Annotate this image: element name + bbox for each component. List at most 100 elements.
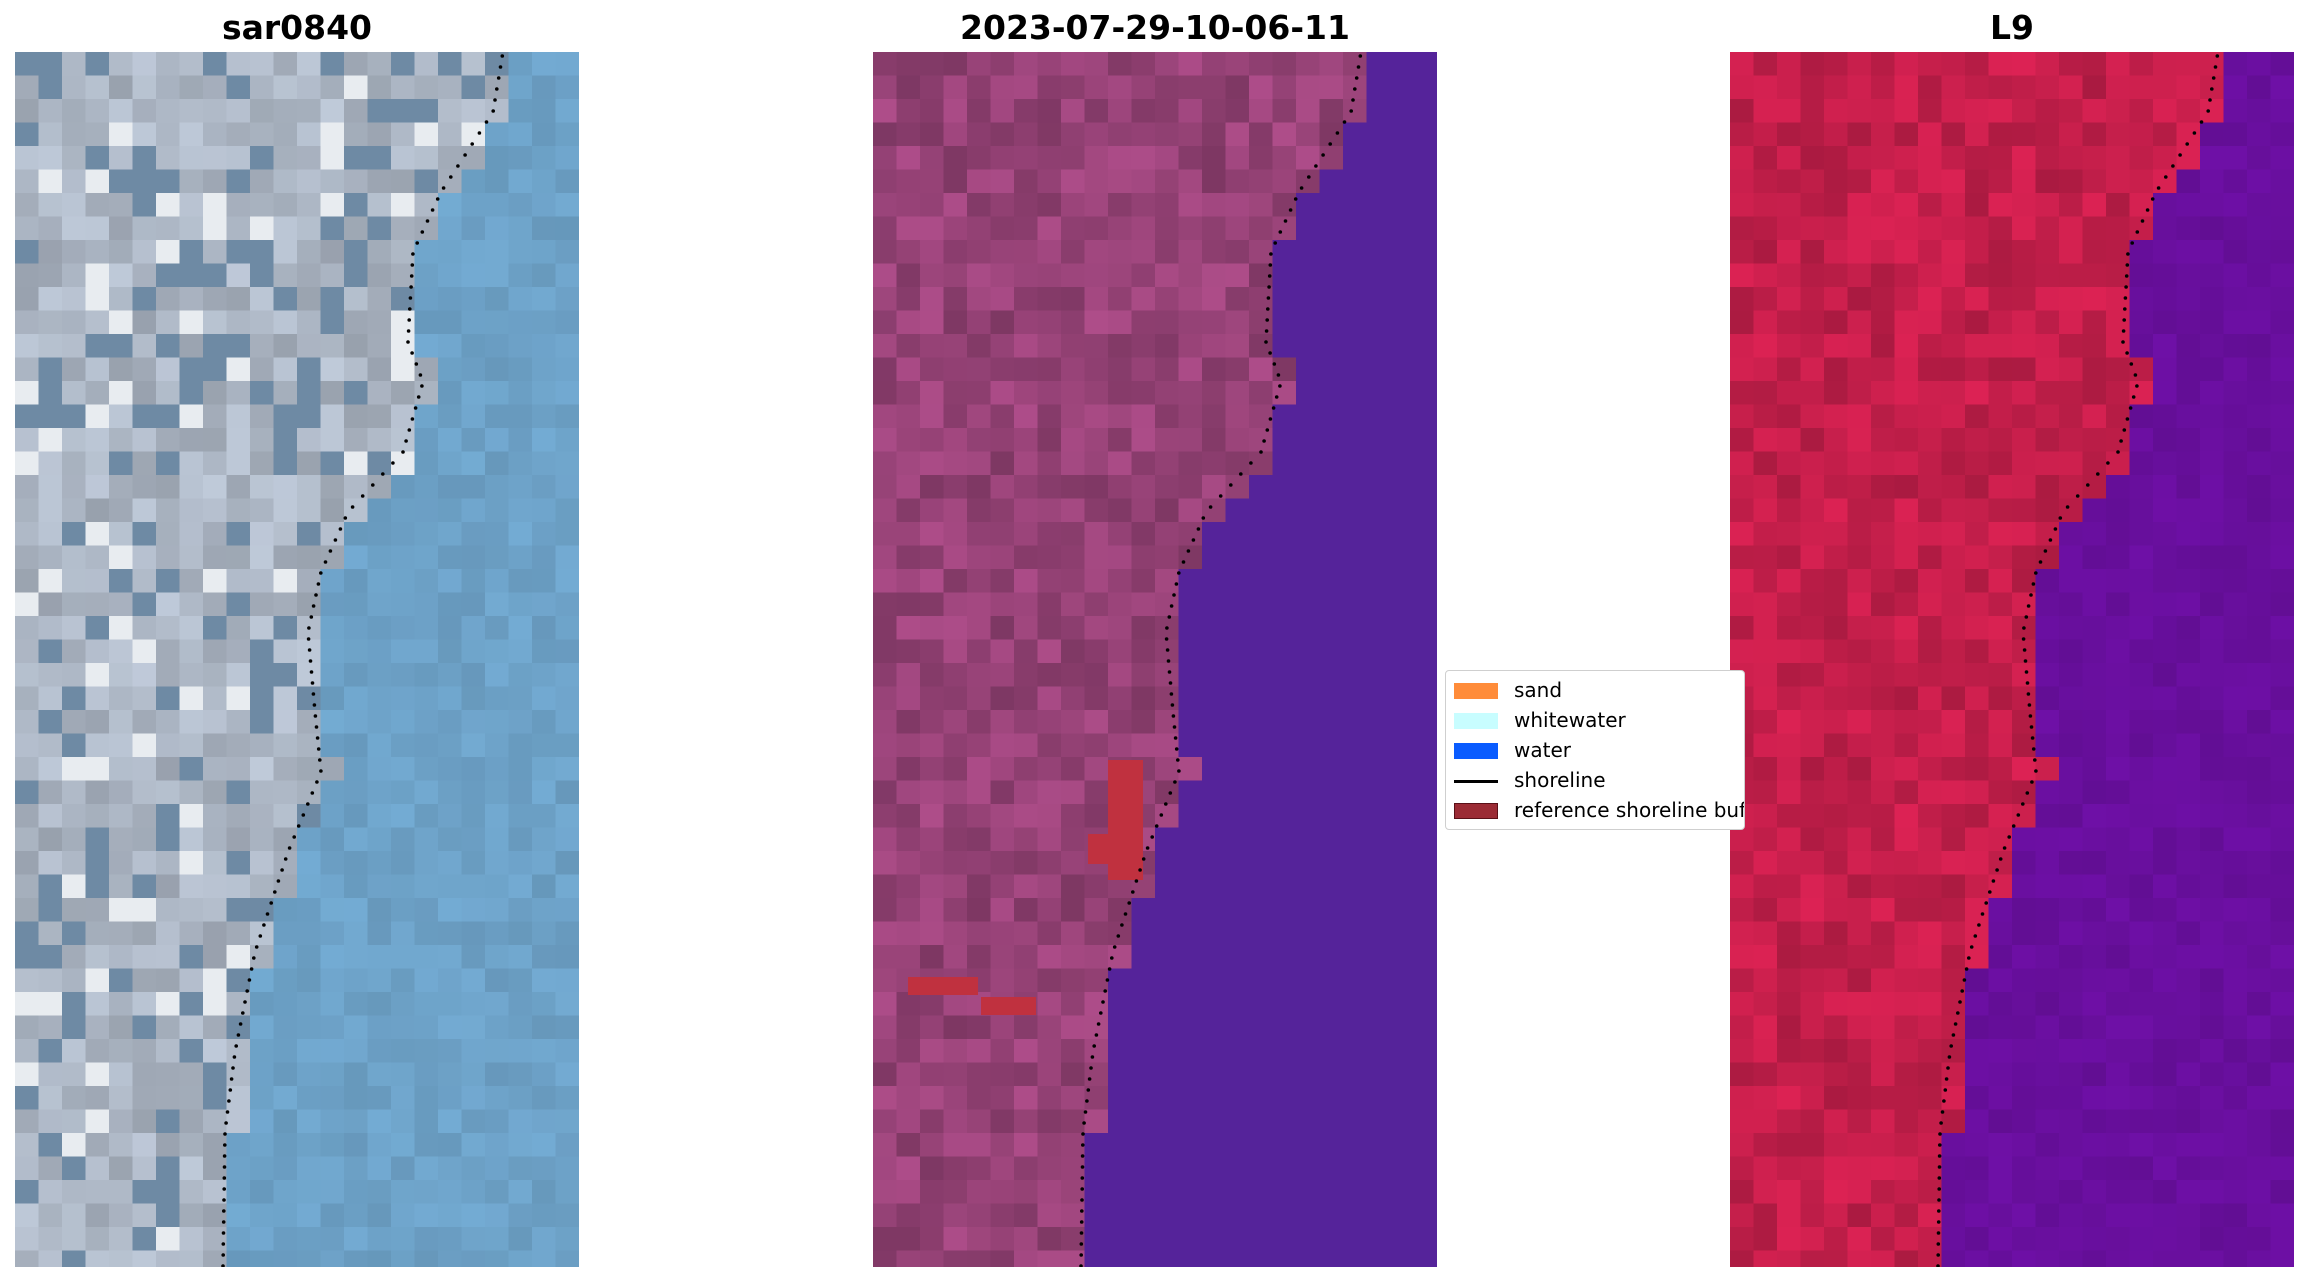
pixel-cell <box>2129 639 2154 664</box>
pixel-cell <box>1941 1109 1966 1134</box>
pixel-cell <box>273 827 298 852</box>
pixel-cell <box>1249 1086 1274 1111</box>
pixel-cell <box>2129 498 2154 523</box>
pixel-cell <box>1155 992 1180 1017</box>
reference-buffer-patch <box>1088 834 1128 864</box>
pixel-cell <box>1225 569 1250 594</box>
pixel-cell <box>1366 475 1391 500</box>
pixel-cell <box>1413 1156 1437 1181</box>
pixel-cell <box>62 1203 87 1228</box>
shoreline-dot <box>1170 703 1175 707</box>
pixel-cell <box>438 945 463 970</box>
pixel-cell <box>438 263 463 288</box>
pixel-cell <box>1390 1015 1415 1040</box>
pixel-cell <box>1178 1156 1203 1181</box>
pixel-cell <box>2153 381 2178 406</box>
pixel-cell <box>461 381 486 406</box>
pixel-cell <box>2082 287 2107 312</box>
shoreline-dot <box>223 1132 227 1136</box>
pixel-cell <box>1084 498 1109 523</box>
shoreline-dot <box>1168 791 1173 795</box>
pixel-cell <box>873 475 898 500</box>
pixel-cell <box>2176 1109 2201 1134</box>
pixel-cell <box>920 498 945 523</box>
shoreline-dot <box>1936 1264 1940 1267</box>
pixel-cell <box>2247 1109 2272 1134</box>
pixel-cell <box>320 1109 345 1134</box>
pixel-cell <box>414 1180 439 1205</box>
legend-label-shoreline: shoreline <box>1514 768 1606 792</box>
pixel-cell <box>2247 1180 2272 1205</box>
pixel-cell <box>367 357 392 382</box>
pixel-cell <box>2200 804 2225 829</box>
pixel-cell <box>1225 75 1250 100</box>
pixel-cell <box>2059 733 2084 758</box>
pixel-cell <box>2153 216 2178 241</box>
pixel-cell <box>15 1250 40 1267</box>
pixel-cell <box>1319 1039 1344 1064</box>
pixel-cell <box>38 522 63 547</box>
pixel-cell <box>1366 1109 1391 1134</box>
pixel-cell <box>1753 545 1778 570</box>
pixel-cell <box>2247 475 2272 500</box>
pixel-cell <box>1272 193 1297 218</box>
pixel-cell <box>2176 404 2201 429</box>
pixel-cell <box>1343 1015 1368 1040</box>
pixel-cell <box>2059 99 2084 124</box>
pixel-cell <box>156 310 181 335</box>
pixel-cell <box>1800 710 1825 735</box>
pixel-cell <box>2082 851 2107 876</box>
shoreline-dot <box>416 395 421 399</box>
pixel-cell <box>1225 592 1250 617</box>
pixel-cell <box>1249 1109 1274 1134</box>
pixel-cell <box>1225 357 1250 382</box>
pixel-cell <box>2270 287 2294 312</box>
pixel-cell <box>15 1015 40 1040</box>
pixel-cell <box>1753 1227 1778 1252</box>
pixel-cell <box>1155 404 1180 429</box>
pixel-cell <box>2106 1062 2131 1087</box>
pixel-cell <box>85 381 110 406</box>
pixel-cell <box>2200 381 2225 406</box>
shoreline-dot <box>2053 527 2058 531</box>
pixel-cell <box>1894 710 1919 735</box>
pixel-cell <box>2035 475 2060 500</box>
pixel-cell <box>15 874 40 899</box>
pixel-cell <box>1847 686 1872 711</box>
pixel-cell <box>1753 310 1778 335</box>
pixel-cell <box>1730 1015 1755 1040</box>
pixel-cell <box>1847 827 1872 852</box>
pixel-cell <box>990 1250 1015 1267</box>
pixel-cell <box>1155 874 1180 899</box>
pixel-cell <box>38 310 63 335</box>
pixel-cell <box>2035 381 2060 406</box>
pixel-cell <box>2270 1062 2294 1087</box>
pixel-cell <box>508 475 533 500</box>
pixel-cell <box>179 169 204 194</box>
pixel-cell <box>1225 475 1250 500</box>
pixel-cell <box>1037 569 1062 594</box>
pixel-cell <box>1037 639 1062 664</box>
pixel-cell <box>391 99 416 124</box>
pixel-cell <box>873 1109 898 1134</box>
pixel-cell <box>38 780 63 805</box>
pixel-cell <box>1131 1133 1156 1158</box>
pixel-cell <box>1730 921 1755 946</box>
pixel-cell <box>344 75 369 100</box>
shoreline-dot <box>1107 967 1112 971</box>
pixel-cell <box>1061 757 1086 782</box>
pixel-cell <box>250 686 275 711</box>
pixel-cell <box>1847 193 1872 218</box>
pixel-cell <box>920 710 945 735</box>
pixel-cell <box>62 1250 87 1267</box>
pixel-cell <box>873 1015 898 1040</box>
pixel-cell <box>555 968 579 993</box>
pixel-cell <box>555 381 579 406</box>
pixel-cell <box>320 1015 345 1040</box>
pixel-cell <box>1037 428 1062 453</box>
pixel-cell <box>62 381 87 406</box>
pixel-cell <box>2200 287 2225 312</box>
pixel-cell <box>990 357 1015 382</box>
pixel-cell <box>1871 1109 1896 1134</box>
pixel-cell <box>1965 1156 1990 1181</box>
